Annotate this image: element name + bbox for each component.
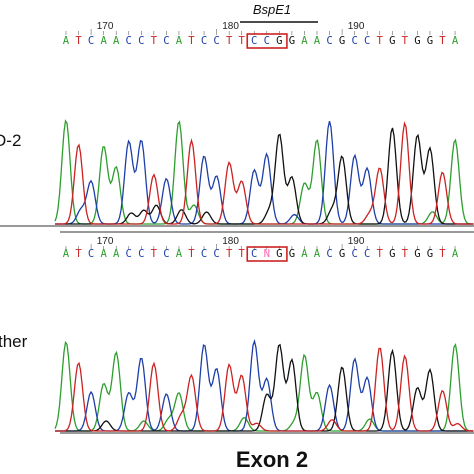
base-call: G	[289, 248, 295, 260]
sample-label: ther	[0, 332, 28, 351]
trace-c	[55, 338, 474, 432]
base-call: G	[414, 35, 420, 47]
base-call: T	[239, 248, 246, 260]
base-call: T	[226, 35, 233, 47]
base-call: A	[314, 248, 321, 260]
base-call: C	[163, 248, 169, 260]
base-call: A	[113, 248, 120, 260]
enzyme-label: BspE1	[253, 2, 291, 17]
base-call: N	[264, 248, 270, 260]
position-ticks	[65, 29, 456, 35]
base-call: T	[377, 35, 384, 47]
restriction-site-box	[246, 33, 288, 49]
base-call: C	[201, 248, 207, 260]
base-call: G	[339, 35, 345, 47]
position-ticks	[65, 244, 456, 250]
base-call: T	[402, 35, 409, 47]
base-call: C	[364, 248, 370, 260]
base-call: C	[326, 35, 332, 47]
base-call: A	[176, 35, 183, 47]
base-call: C	[251, 35, 257, 47]
trace-a	[54, 119, 474, 225]
position-mark: 190	[348, 21, 365, 32]
base-call: C	[213, 248, 219, 260]
restriction-site-box	[246, 246, 288, 262]
position-mark: 180	[222, 21, 239, 32]
base-call: A	[301, 248, 308, 260]
base-call: T	[439, 248, 446, 260]
base-call: A	[452, 35, 459, 47]
base-call: G	[389, 35, 395, 47]
base-call: T	[188, 248, 195, 260]
base-call: G	[339, 248, 345, 260]
trace-g	[55, 127, 474, 225]
base-call: A	[100, 35, 107, 47]
trace-c	[55, 120, 474, 225]
trace-t	[55, 347, 474, 432]
base-call: C	[163, 35, 169, 47]
base-call: C	[351, 35, 357, 47]
base-call: A	[63, 248, 70, 260]
base-call: G	[276, 248, 282, 260]
base-call: T	[377, 248, 384, 260]
base-call: C	[251, 248, 257, 260]
base-call: C	[88, 248, 94, 260]
base-call: C	[364, 35, 370, 47]
base-call: C	[138, 248, 144, 260]
base-call: G	[414, 248, 420, 260]
base-call: C	[88, 35, 94, 47]
base-call: G	[389, 248, 395, 260]
base-call: C	[126, 248, 132, 260]
base-call: T	[75, 35, 82, 47]
base-call: C	[264, 35, 270, 47]
base-call: G	[427, 35, 433, 47]
base-call: T	[75, 248, 82, 260]
base-call: A	[176, 248, 183, 260]
exon-title: Exon 2	[236, 447, 308, 472]
base-call: C	[351, 248, 357, 260]
base-call: A	[113, 35, 120, 47]
position-mark: 180	[222, 236, 239, 247]
base-call: A	[301, 35, 308, 47]
base-call: T	[402, 248, 409, 260]
base-call: T	[188, 35, 195, 47]
base-call: A	[314, 35, 321, 47]
chromatogram-trace	[54, 119, 474, 225]
base-call: T	[226, 248, 233, 260]
base-call: G	[276, 35, 282, 47]
base-call: C	[326, 248, 332, 260]
base-call: T	[151, 248, 158, 260]
trace-t	[55, 121, 474, 225]
base-call: T	[239, 35, 246, 47]
base-call: C	[201, 35, 207, 47]
base-call: G	[427, 248, 433, 260]
position-mark: 190	[348, 236, 365, 247]
position-mark: 170	[97, 21, 114, 32]
base-call: A	[100, 248, 107, 260]
sample-label: D-2	[0, 131, 21, 150]
base-call: A	[452, 248, 459, 260]
base-call: C	[138, 35, 144, 47]
position-mark: 170	[97, 236, 114, 247]
base-call: T	[439, 35, 446, 47]
chromatogram-trace	[54, 338, 474, 432]
base-call: T	[151, 35, 158, 47]
base-call: C	[213, 35, 219, 47]
base-call: A	[63, 35, 70, 47]
base-call: G	[289, 35, 295, 47]
base-call: C	[126, 35, 132, 47]
